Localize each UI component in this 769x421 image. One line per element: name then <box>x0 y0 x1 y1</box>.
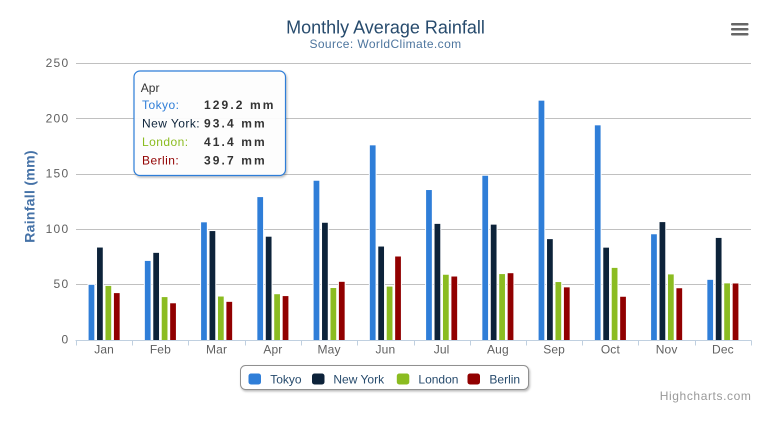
svg-text:Oct: Oct <box>601 343 621 357</box>
svg-text:Source: WorldClimate.com: Source: WorldClimate.com <box>309 37 461 51</box>
svg-text:London: London <box>418 373 458 387</box>
svg-text:Rainfall (mm): Rainfall (mm) <box>22 150 38 243</box>
svg-text:0: 0 <box>62 333 70 347</box>
svg-text:Berlin:: Berlin: <box>142 153 179 167</box>
svg-text:93.4 mm: 93.4 mm <box>204 116 267 130</box>
svg-text:New York: New York <box>333 373 385 387</box>
svg-text:Nov: Nov <box>656 343 678 357</box>
svg-text:Jul: Jul <box>434 343 450 357</box>
svg-text:Mar: Mar <box>206 343 227 357</box>
svg-text:Berlin: Berlin <box>489 373 520 387</box>
svg-text:39.7 mm: 39.7 mm <box>204 153 267 167</box>
svg-text:Highcharts.com: Highcharts.com <box>660 389 752 403</box>
svg-text:Tokyo: Tokyo <box>270 373 302 387</box>
svg-text:250: 250 <box>46 56 70 70</box>
svg-text:41.4 mm: 41.4 mm <box>204 135 267 149</box>
svg-text:Jan: Jan <box>94 343 114 357</box>
svg-text:Dec: Dec <box>712 343 734 357</box>
svg-text:London:: London: <box>142 135 189 149</box>
svg-text:Feb: Feb <box>150 343 171 357</box>
svg-text:Tokyo:: Tokyo: <box>142 98 179 112</box>
svg-text:Aug: Aug <box>487 343 509 357</box>
svg-text:New York:: New York: <box>142 116 200 130</box>
svg-text:150: 150 <box>46 167 70 181</box>
svg-text:200: 200 <box>46 111 70 125</box>
svg-text:50: 50 <box>54 277 70 291</box>
svg-text:100: 100 <box>46 222 70 236</box>
svg-text:Sep: Sep <box>543 343 565 357</box>
svg-text:May: May <box>318 343 341 357</box>
svg-text:Monthly Average Rainfall: Monthly Average Rainfall <box>286 18 485 38</box>
svg-text:Apr: Apr <box>263 343 282 357</box>
svg-text:129.2 mm: 129.2 mm <box>204 98 276 112</box>
svg-text:Apr: Apr <box>141 81 160 95</box>
svg-text:Jun: Jun <box>375 343 395 357</box>
